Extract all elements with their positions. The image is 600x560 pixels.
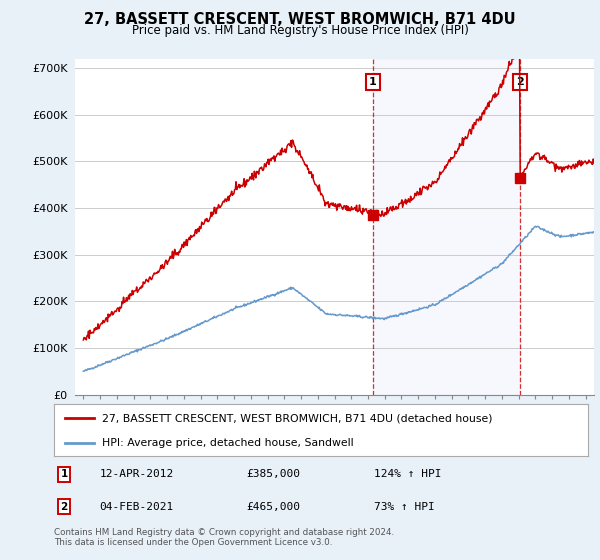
Text: Contains HM Land Registry data © Crown copyright and database right 2024.
This d: Contains HM Land Registry data © Crown c… [54, 528, 394, 547]
Text: 04-FEB-2021: 04-FEB-2021 [100, 502, 173, 512]
Text: 73% ↑ HPI: 73% ↑ HPI [374, 502, 435, 512]
Text: 2: 2 [516, 77, 524, 87]
Text: 124% ↑ HPI: 124% ↑ HPI [374, 469, 442, 479]
Text: 1: 1 [369, 77, 377, 87]
Text: 27, BASSETT CRESCENT, WEST BROMWICH, B71 4DU: 27, BASSETT CRESCENT, WEST BROMWICH, B71… [84, 12, 516, 27]
Text: £385,000: £385,000 [246, 469, 300, 479]
Text: Price paid vs. HM Land Registry's House Price Index (HPI): Price paid vs. HM Land Registry's House … [131, 24, 469, 37]
Text: 27, BASSETT CRESCENT, WEST BROMWICH, B71 4DU (detached house): 27, BASSETT CRESCENT, WEST BROMWICH, B71… [102, 413, 493, 423]
Text: 12-APR-2012: 12-APR-2012 [100, 469, 173, 479]
Text: £465,000: £465,000 [246, 502, 300, 512]
Text: HPI: Average price, detached house, Sandwell: HPI: Average price, detached house, Sand… [102, 438, 353, 449]
Text: 1: 1 [61, 469, 68, 479]
Text: 2: 2 [61, 502, 68, 512]
Bar [373, 59, 520, 395]
